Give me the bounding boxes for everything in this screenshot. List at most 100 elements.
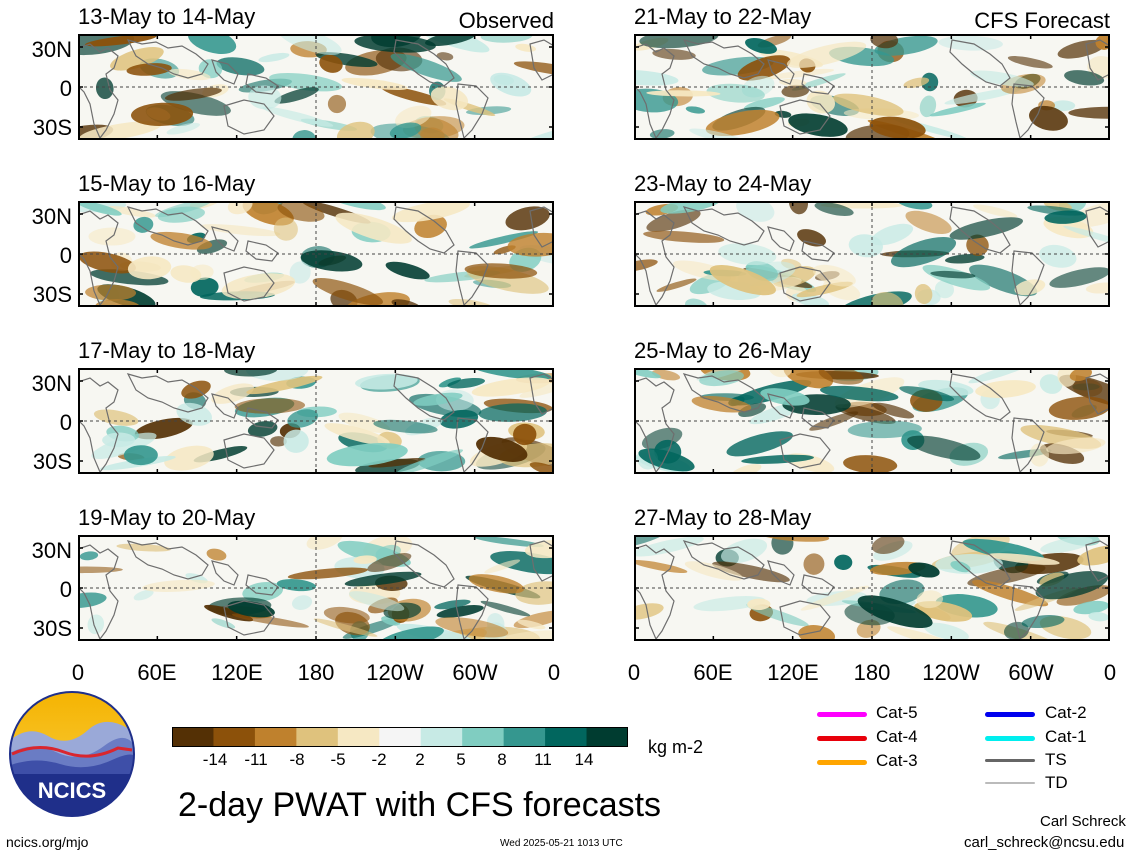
coastline	[949, 206, 1011, 254]
pwat-anomaly-blob	[820, 385, 899, 402]
pwat-anomaly-blob	[871, 223, 914, 246]
pwat-anomaly-blob	[436, 52, 454, 61]
pwat-anomaly-blob	[355, 373, 418, 390]
pwat-anomaly-blob	[693, 596, 766, 612]
legend-line-cat3	[817, 760, 867, 765]
pwat-anomaly-blob	[326, 443, 408, 467]
pwat-anomaly-blob	[847, 420, 922, 439]
pwat-anomaly-blob	[1039, 374, 1063, 394]
pwat-anomaly-blob	[1029, 443, 1049, 467]
pwat-anomaly-blob	[507, 232, 554, 257]
pwat-anomaly-blob	[127, 256, 172, 280]
pwat-anomaly-blob	[110, 47, 164, 71]
ylabel-30n: 30N	[31, 538, 72, 563]
pwat-anomaly-blob	[1039, 244, 1077, 268]
pwat-anomaly-blob	[684, 561, 744, 581]
pwat-anomaly-blob	[524, 540, 554, 559]
pwat-anomaly-blob	[646, 90, 721, 97]
panel-title-right-3: 25-May to 26-May	[634, 338, 812, 363]
pwat-anomaly-blob	[242, 582, 284, 602]
xlabel-120e: 120E	[767, 660, 819, 685]
pwat-anomaly-blob	[368, 458, 426, 468]
pwat-anomaly-blob	[262, 106, 334, 127]
coastline	[393, 373, 455, 421]
pwat-anomaly-blob	[643, 230, 725, 243]
xlabel-120w: 120W	[922, 660, 980, 685]
pwat-anomaly-blob	[133, 589, 154, 601]
pwat-anomaly-blob	[916, 590, 944, 609]
ylabel-30n: 30N	[31, 37, 72, 62]
pwat-anomaly-blob	[1063, 225, 1110, 249]
xlabel-120w: 120W	[366, 660, 424, 685]
ncics-logo: NCICS	[9, 691, 135, 817]
ylabel-30s: 30S	[32, 449, 72, 474]
pwat-anomaly-blob	[274, 87, 319, 104]
pwat-anomaly-blob	[336, 121, 375, 140]
pwat-anomaly-blob	[513, 423, 537, 446]
pwat-anomaly-blob	[447, 377, 485, 389]
pwat-anomaly-blob	[760, 388, 810, 406]
pwat-anomaly-blob	[480, 600, 531, 617]
pwat-anomaly-blob	[660, 201, 722, 214]
pwat-anomaly-blob	[834, 554, 853, 570]
pwat-anomaly-blob	[914, 283, 933, 305]
coastline	[779, 433, 831, 469]
pwat-anomaly-blob	[1085, 282, 1110, 294]
pwat-anomaly-blob	[515, 581, 554, 605]
coastline	[779, 266, 831, 302]
ylabel-eq: 0	[59, 577, 72, 602]
pwat-anomaly-blob	[705, 109, 780, 137]
coastline	[455, 584, 489, 641]
pwat-anomaly-blob	[718, 243, 777, 266]
observed-label: Observed	[458, 8, 554, 33]
ylabel-30s: 30S	[32, 282, 72, 307]
pwat-anomaly-blob	[246, 375, 323, 395]
legend-label-td: TD	[1045, 773, 1068, 792]
pwat-anomaly-blob	[950, 561, 971, 573]
legend-line-cat4	[817, 736, 867, 741]
pwat-anomaly-blob	[277, 201, 325, 222]
pwat-anomaly-blob	[270, 436, 287, 447]
colorbar-swatch	[545, 728, 588, 746]
legend-line-cat2	[985, 712, 1035, 717]
pwat-anomaly-blob	[1040, 537, 1093, 554]
pwat-anomaly-blob	[490, 72, 532, 97]
pwat-anomaly-blob	[919, 95, 937, 118]
coastline	[767, 59, 795, 85]
pwat-anomaly-blob	[634, 259, 658, 273]
pwat-anomaly-blob	[935, 554, 1003, 574]
pwat-anomaly-blob	[871, 535, 905, 554]
pwat-anomaly-blob	[781, 84, 810, 98]
xlabel-60e: 60E	[137, 660, 177, 685]
coastline	[211, 393, 239, 419]
pwat-anomaly-blob	[652, 48, 696, 60]
pwat-map-observed-1	[78, 34, 554, 140]
coastline	[949, 540, 1011, 588]
ylabel-30n: 30N	[31, 371, 72, 396]
pwat-map-observed-2	[78, 201, 554, 307]
coastline	[393, 206, 455, 254]
pwat-anomaly-blob	[312, 278, 383, 306]
coastline	[1011, 250, 1045, 307]
pwat-anomaly-blob	[972, 579, 1049, 607]
pwat-anomaly-blob	[306, 535, 343, 550]
pwat-anomaly-blob	[519, 375, 554, 398]
coastline	[393, 540, 455, 588]
colorbar-label: -11	[244, 750, 268, 769]
legend-line-ts	[985, 759, 1035, 762]
coastline	[78, 210, 119, 307]
coastline	[223, 433, 275, 469]
pwat-anomaly-blob	[529, 462, 554, 474]
panel-title-right-2: 23-May to 24-May	[634, 171, 812, 196]
pwat-anomaly-blob	[944, 254, 985, 264]
pwat-anomaly-blob	[903, 77, 930, 89]
pwat-anomaly-blob	[283, 429, 309, 453]
pwat-anomaly-blob	[176, 402, 213, 426]
pwat-anomaly-blob	[87, 614, 105, 635]
pwat-anomaly-blob	[392, 201, 470, 223]
colorbar	[172, 727, 628, 747]
footer-author: Carl Schreck	[1040, 813, 1126, 830]
pwat-anomaly-blob	[1073, 600, 1110, 615]
ylabel-30n: 30N	[31, 204, 72, 229]
colorbar-swatch	[462, 728, 505, 746]
